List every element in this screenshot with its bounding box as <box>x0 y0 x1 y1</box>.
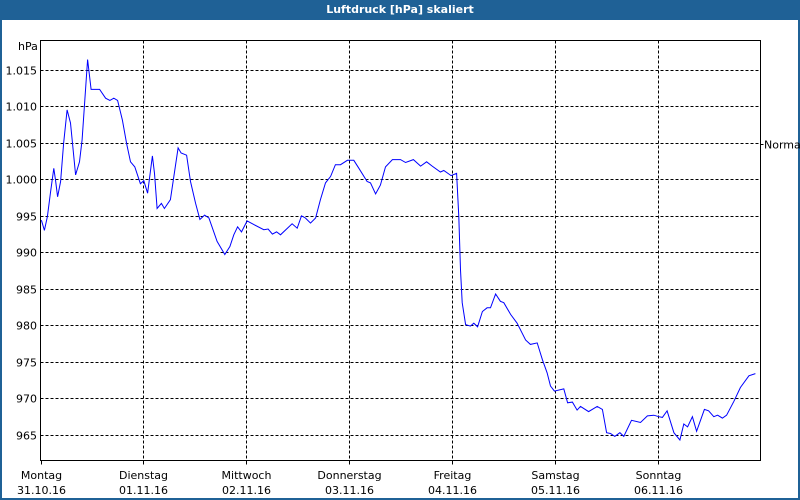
window-title: Luftdruck [hPa] skaliert <box>0 0 800 20</box>
x-tick-date: 06.11.16 <box>634 484 683 497</box>
plot-frame <box>40 40 761 461</box>
y-tick-label: 975 <box>16 357 37 370</box>
pressure-line <box>40 59 756 442</box>
y-tick-label: 985 <box>16 284 37 297</box>
y-axis: 965 970 975 980 985 990 995 1.000 1.005 1.010 1.01… <box>6 65 38 443</box>
x-tick-date: 02.11.16 <box>222 484 271 497</box>
x-tick-day: Donnerstag <box>317 469 381 482</box>
y-tick-label: 990 <box>16 247 37 260</box>
y-tick-label: 1.010 <box>6 101 38 114</box>
y-tick-label: 1.015 <box>6 65 38 78</box>
x-tick-date: 03.11.16 <box>325 484 374 497</box>
x-tick-day: Sonntag <box>636 469 682 482</box>
y-tick-label: 1.000 <box>6 174 38 187</box>
x-tick-day: Montag <box>21 469 62 482</box>
y-tick-label: 970 <box>16 393 37 406</box>
x-tick-date: 05.11.16 <box>531 484 580 497</box>
y-axis-label: hPa <box>18 40 38 53</box>
x-tick-day: Samstag <box>531 469 579 482</box>
normal-label: Normal <box>764 139 800 152</box>
y-tick-label: 965 <box>16 430 37 443</box>
x-tick-date: 04.11.16 <box>428 484 477 497</box>
y-tick-label: 995 <box>16 211 37 224</box>
x-axis: Montag 31.10.16 Dienstag 01.11.16 Mittwoch 02… <box>17 460 683 497</box>
y-tick-label: 980 <box>16 320 37 333</box>
x-tick-day: Dienstag <box>119 469 168 482</box>
normal-reference: Normal <box>760 139 800 152</box>
y-tick-label: 1.005 <box>6 138 38 151</box>
x-tick-date: 31.10.16 <box>17 484 66 497</box>
x-tick-day: Mittwoch <box>222 469 272 482</box>
x-tick-date: 01.11.16 <box>119 484 168 497</box>
grid <box>40 40 761 461</box>
x-tick-day: Freitag <box>434 469 472 482</box>
